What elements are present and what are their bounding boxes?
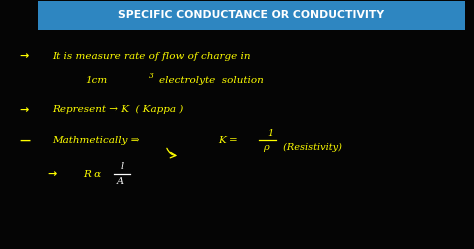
Text: 1cm: 1cm [85, 76, 108, 85]
Text: K =: K = [218, 136, 238, 145]
Text: ρ: ρ [263, 143, 269, 152]
Text: It is measure rate of flow of charge in: It is measure rate of flow of charge in [52, 52, 251, 61]
Text: →: → [19, 51, 28, 61]
Text: Represent → K  ( Kappa ): Represent → K ( Kappa ) [52, 105, 183, 114]
Text: electrolyte  solution: electrolyte solution [159, 76, 264, 85]
Text: Mathmetically ⇒: Mathmetically ⇒ [52, 136, 140, 145]
Text: R α: R α [83, 170, 101, 179]
Text: 1: 1 [268, 129, 274, 138]
Bar [38, 1, 465, 30]
Text: (Resistivity): (Resistivity) [280, 143, 342, 152]
Text: →: → [19, 105, 28, 115]
Text: 3: 3 [149, 72, 154, 80]
Text: —: — [19, 136, 30, 146]
Text: SPECIFIC CONDUCTANCE OR CONDUCTIVITY: SPECIFIC CONDUCTANCE OR CONDUCTIVITY [118, 10, 384, 20]
Text: l: l [121, 162, 124, 171]
Text: A: A [117, 177, 124, 186]
Text: →: → [47, 169, 57, 179]
